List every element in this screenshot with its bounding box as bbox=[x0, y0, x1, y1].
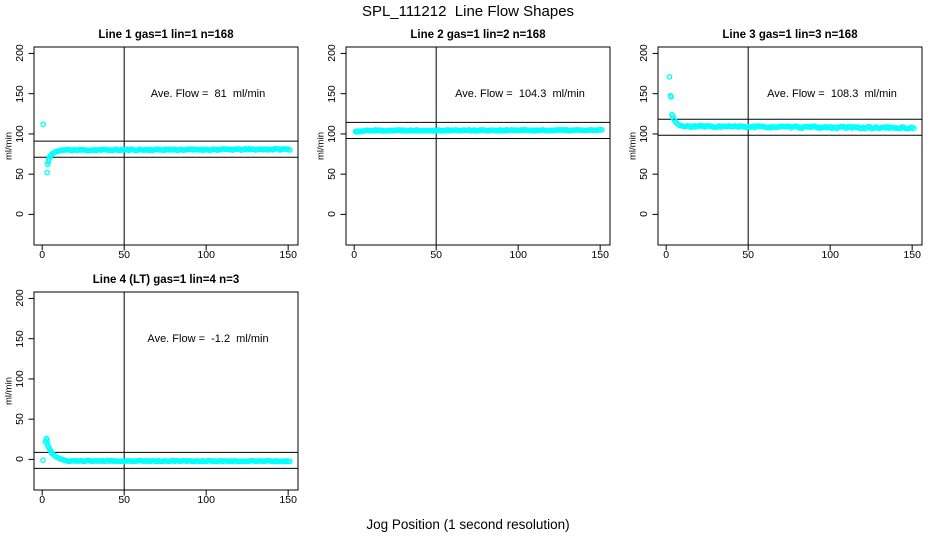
panel-plot-area bbox=[340, 46, 611, 251]
panel-title: Line 4 (LT) gas=1 lin=4 n=3 bbox=[92, 274, 240, 286]
panel-plot-area bbox=[28, 46, 299, 251]
x-axis-tick-label: 0 bbox=[351, 249, 358, 261]
panel-plot-area bbox=[652, 46, 923, 251]
y-axis-tick-label: 0 bbox=[14, 456, 26, 463]
y-axis-unit-label: ml/min bbox=[315, 132, 327, 160]
x-axis-tick-label: 100 bbox=[509, 249, 527, 261]
x-axis-tick-label: 150 bbox=[903, 249, 921, 261]
plot-box bbox=[33, 291, 299, 491]
panel-plot-area bbox=[28, 291, 299, 496]
ave-flow-annotation: Ave. Flow = 104.3 ml/min bbox=[455, 88, 585, 100]
data-point bbox=[598, 126, 605, 133]
x-axis-tick-label: 50 bbox=[742, 249, 755, 261]
y-axis-tick-label: 50 bbox=[14, 168, 26, 180]
x-axis-tick-label: 150 bbox=[591, 249, 609, 261]
y-axis-unit-label: ml/min bbox=[627, 132, 639, 160]
y-axis-tick-label: 50 bbox=[326, 168, 338, 180]
y-axis-unit-label: ml/min bbox=[3, 377, 15, 405]
data-points bbox=[40, 435, 293, 465]
y-axis-tick-label: 150 bbox=[14, 329, 26, 348]
data-point bbox=[668, 94, 674, 100]
data-points bbox=[666, 73, 917, 132]
x-axis-tick-label: 50 bbox=[118, 494, 131, 506]
x-axis-tick-label: 0 bbox=[39, 249, 46, 261]
y-axis-tick-label: 50 bbox=[638, 168, 650, 180]
y-axis-tick-label: 100 bbox=[14, 125, 26, 143]
panel-line-3-flow-chart: Line 3 gas=1 lin=3 n=168 Ave. Flow = 108.… bbox=[624, 22, 936, 267]
x-axis-tick-label: 0 bbox=[663, 249, 670, 261]
data-point bbox=[44, 161, 51, 168]
panel-title: Line 1 gas=1 lin=1 n=168 bbox=[98, 29, 234, 41]
data-point bbox=[40, 121, 47, 128]
x-axis-tick-label: 100 bbox=[197, 494, 215, 506]
y-axis-tick-label: 0 bbox=[14, 211, 26, 218]
x-axis-tick-label: 0 bbox=[39, 494, 46, 506]
data-points bbox=[40, 121, 293, 176]
y-axis-tick-label: 100 bbox=[326, 125, 338, 143]
data-point bbox=[44, 169, 50, 176]
y-axis-tick-label: 0 bbox=[638, 211, 650, 218]
plot-box bbox=[657, 46, 923, 246]
x-axis-title: Jog Position (1 second resolution) bbox=[366, 517, 570, 532]
y-axis-tick-label: 150 bbox=[326, 84, 338, 103]
y-axis-tick-label: 200 bbox=[326, 44, 338, 63]
data-point bbox=[40, 457, 46, 464]
ave-flow-annotation: Ave. Flow = 108.3 ml/min bbox=[767, 88, 897, 100]
ave-flow-annotation: Ave. Flow = -1.2 ml/min bbox=[147, 333, 269, 345]
data-point bbox=[286, 147, 293, 153]
data-points bbox=[352, 126, 605, 135]
panel-line-4-flow-chart: Line 4 (LT) gas=1 lin=4 n=3 Ave. Flow = -… bbox=[0, 267, 312, 512]
data-point bbox=[910, 125, 917, 132]
ave-flow-annotation: Ave. Flow = 81 ml/min bbox=[150, 88, 266, 100]
panel-line-1-flow-chart: Line 1 gas=1 lin=1 n=168 Ave. Flow = 81 m… bbox=[0, 22, 312, 267]
y-axis-tick-label: 200 bbox=[14, 44, 26, 63]
y-axis-tick-label: 50 bbox=[14, 413, 26, 425]
y-axis-unit-label: ml/min bbox=[3, 132, 15, 160]
y-axis-tick-label: 200 bbox=[638, 44, 650, 63]
y-axis-tick-label: 150 bbox=[14, 84, 26, 103]
main-title: SPL_111212 Line Flow Shapes bbox=[361, 3, 575, 20]
plot-box bbox=[345, 46, 611, 246]
x-axis-tick-label: 100 bbox=[197, 249, 215, 261]
x-axis-tick-label: 50 bbox=[118, 249, 131, 261]
data-point bbox=[44, 437, 50, 443]
data-point bbox=[666, 73, 673, 80]
panel-title: Line 2 gas=1 lin=2 n=168 bbox=[410, 29, 546, 41]
panel-title: Line 3 gas=1 lin=3 n=168 bbox=[722, 29, 858, 41]
x-axis-tick-label: 150 bbox=[279, 494, 297, 506]
x-axis-tick-label: 50 bbox=[430, 249, 443, 261]
y-axis-tick-label: 0 bbox=[326, 211, 338, 218]
y-axis-tick-label: 200 bbox=[14, 289, 26, 308]
y-axis-tick-label: 100 bbox=[638, 125, 650, 143]
y-axis-tick-label: 100 bbox=[14, 370, 26, 388]
x-axis-tick-label: 150 bbox=[279, 249, 297, 261]
plot-box bbox=[33, 46, 299, 246]
panel-line-2-flow-chart: Line 2 gas=1 lin=2 n=168 Ave. Flow = 104.… bbox=[312, 22, 624, 267]
x-axis-tick-label: 100 bbox=[821, 249, 839, 261]
y-axis-tick-label: 150 bbox=[638, 84, 650, 103]
data-point bbox=[286, 458, 293, 465]
